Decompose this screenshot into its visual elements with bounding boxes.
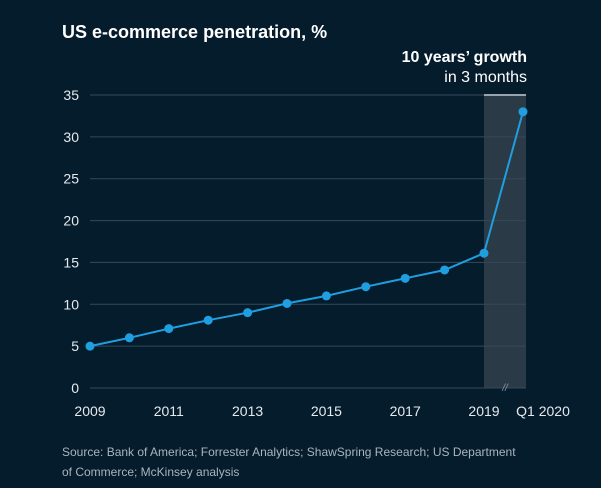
series-line (89, 111, 524, 348)
highlight-band (484, 95, 526, 388)
y-tick-label: 0 (71, 380, 79, 396)
y-tick-label: 30 (63, 129, 79, 145)
data-point (479, 248, 489, 258)
data-point (440, 265, 450, 275)
series-points (85, 107, 528, 351)
y-axis-ticks: 0 5 10 15 20 25 30 35 (63, 87, 79, 396)
x-tick-label: Q1 2020 (516, 403, 570, 419)
data-point (518, 107, 528, 117)
data-point (164, 324, 174, 334)
data-point (203, 315, 213, 325)
grid (90, 94, 526, 389)
y-tick-label: 35 (63, 87, 79, 103)
chart-title: US e-commerce penetration, % (62, 22, 327, 42)
x-tick-label: 2011 (154, 403, 184, 419)
x-axis-ticks: 2009 2011 2013 2015 2017 2019 Q1 2020 (74, 403, 570, 419)
data-point (85, 341, 95, 351)
data-point (400, 273, 410, 283)
source-line-1: Source: Bank of America; Forrester Analy… (62, 445, 516, 459)
y-tick-label: 20 (63, 213, 79, 229)
y-tick-label: 15 (63, 254, 79, 270)
x-tick-label: 2019 (468, 403, 499, 419)
data-point (321, 291, 331, 301)
data-point (243, 308, 253, 318)
data-point (124, 333, 134, 343)
y-tick-label: 5 (71, 338, 79, 354)
y-tick-label: 25 (63, 171, 79, 187)
source-line-2: of Commerce; McKinsey analysis (62, 465, 239, 479)
annotation-line2: in 3 months (444, 69, 527, 86)
annotation-line1: 10 years’ growth (402, 49, 527, 66)
x-tick-label: 2013 (232, 403, 263, 419)
x-tick-label: 2009 (74, 403, 105, 419)
x-tick-label: 2015 (311, 403, 342, 419)
data-point (282, 298, 292, 308)
y-tick-label: 10 (63, 296, 79, 312)
x-tick-label: 2017 (390, 403, 421, 419)
axis-break-mark: // (501, 383, 509, 394)
data-point (361, 282, 371, 292)
